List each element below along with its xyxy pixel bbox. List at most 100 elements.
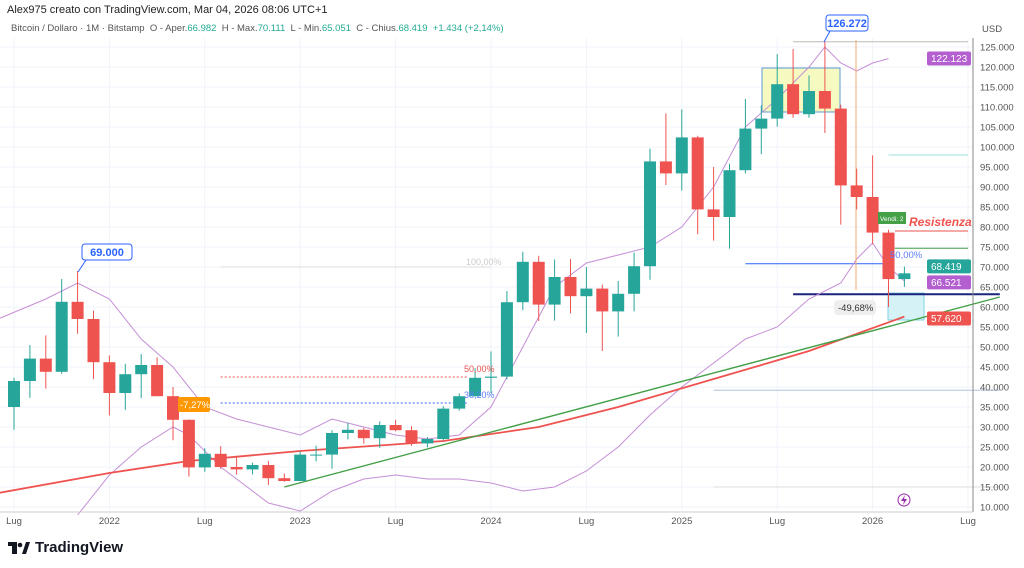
candle-body[interactable] — [532, 261, 545, 305]
candle-body[interactable] — [500, 302, 513, 377]
symbol-name[interactable]: Bitcoin / Dollaro · 1M · Bitstamp — [11, 23, 145, 34]
candle-body[interactable] — [882, 232, 895, 280]
candle-body[interactable] — [357, 429, 370, 439]
candle-body[interactable] — [8, 381, 20, 407]
support-trendline — [284, 296, 1000, 488]
candle-body[interactable] — [707, 209, 720, 217]
candle-body[interactable] — [294, 454, 307, 481]
low-value: 65.051 — [321, 23, 351, 34]
x-tick-label: Lug — [769, 516, 785, 527]
candle-body[interactable] — [167, 396, 179, 420]
candle-body[interactable] — [659, 161, 672, 174]
candle-body[interactable] — [214, 453, 227, 467]
candle-body[interactable] — [87, 319, 100, 363]
fib-50-label-2026: 50,00% — [890, 250, 923, 261]
candle-body[interactable] — [564, 277, 577, 297]
price-chart[interactable]: USD 10.000 15.000 20.000 25.000 30.000 35.000 4… — [0, 0, 1024, 530]
y-tick-label: 60.000 — [980, 303, 1009, 314]
candle-body[interactable] — [834, 108, 847, 186]
candle-body[interactable] — [803, 91, 815, 115]
tradingview-logo[interactable]: TradingView — [8, 539, 123, 556]
candle-body[interactable] — [787, 84, 800, 115]
y-tick-label: 50.000 — [980, 343, 1009, 354]
sell-signal-label: Vendi: 2 — [880, 216, 904, 223]
candle-body[interactable] — [310, 454, 323, 456]
candle-body[interactable] — [341, 429, 354, 433]
candle-body[interactable] — [71, 301, 84, 319]
candle-body[interactable] — [453, 396, 466, 409]
y-tick-label: 85.000 — [980, 203, 1009, 214]
candle-body[interactable] — [691, 137, 704, 210]
y-tick-label: 90.000 — [980, 183, 1009, 194]
target-zone-box — [887, 292, 925, 321]
y-tick-label: 10.000 — [980, 503, 1009, 514]
x-tick-label: 2026 — [862, 516, 883, 527]
candle-body[interactable] — [135, 365, 148, 375]
candle-body[interactable] — [246, 465, 259, 470]
callout-high_2025: 126.272 — [827, 18, 867, 30]
x-tick-label: Lug — [197, 516, 213, 527]
candle-body[interactable] — [612, 293, 625, 312]
candle-body[interactable] — [278, 478, 291, 481]
candle-body[interactable] — [230, 467, 243, 470]
candle-body[interactable] — [628, 266, 641, 294]
candle-body[interactable] — [866, 197, 879, 233]
y-tick-label: 30.000 — [980, 423, 1009, 434]
candle-body[interactable] — [596, 288, 609, 312]
candle-body[interactable] — [389, 425, 402, 431]
candle-body[interactable] — [548, 277, 561, 305]
price-label-last: 68.419 — [931, 262, 962, 273]
candle-body[interactable] — [675, 137, 688, 174]
price-label-bg — [927, 275, 971, 290]
low-label: L - Min. — [290, 23, 322, 34]
candle-body[interactable] — [151, 365, 164, 397]
y-tick-label: 80.000 — [980, 223, 1009, 234]
candle-body[interactable] — [755, 118, 768, 129]
candle-body[interactable] — [850, 185, 863, 197]
symbol-legend: Bitcoin / Dollaro · 1M · Bitstamp O - Ap… — [11, 23, 504, 34]
sell-signal-bg — [878, 212, 906, 224]
candle-body[interactable] — [516, 261, 529, 303]
chart-author-header: Alex975 creato con TradingView.com, Mar … — [7, 4, 328, 16]
x-tick-label: Lug — [578, 516, 594, 527]
candle-body[interactable] — [644, 161, 656, 267]
drop-percent-label: -7,27% — [180, 400, 211, 411]
y-tick-label: 65.000 — [980, 283, 1009, 294]
drawdown-label-bg — [834, 300, 876, 315]
candle-body[interactable] — [198, 453, 211, 468]
price-label-ma: 57.620 — [931, 314, 962, 325]
candle-body[interactable] — [739, 128, 752, 171]
candle-body[interactable] — [326, 433, 338, 455]
candle-body[interactable] — [39, 358, 52, 372]
candle-body[interactable] — [421, 439, 434, 444]
candle-body[interactable] — [23, 358, 36, 381]
x-tick-label: Lug — [388, 516, 404, 527]
candle-body[interactable] — [818, 91, 831, 109]
x-tick-label: Lug — [6, 516, 22, 527]
candle-body[interactable] — [405, 430, 418, 444]
candle-body[interactable] — [771, 84, 784, 119]
candle-body[interactable] — [580, 288, 593, 297]
candle-body[interactable] — [469, 377, 482, 397]
candle-body[interactable] — [373, 425, 386, 439]
high-value: 70.111 — [257, 23, 286, 34]
candle-body[interactable] — [119, 374, 132, 393]
candle-body[interactable] — [55, 301, 68, 372]
drawdown-label: -49,68% — [838, 303, 874, 314]
price-label-bg — [927, 51, 971, 66]
candle-body[interactable] — [182, 419, 195, 468]
y-tick-label: 125.000 — [980, 43, 1014, 54]
callout-pointer — [823, 30, 831, 43]
candle-body[interactable] — [437, 408, 450, 439]
candle-body[interactable] — [262, 465, 275, 479]
candle-body[interactable] — [485, 376, 497, 378]
y-tick-label: 105.000 — [980, 123, 1014, 134]
lightning-icon[interactable] — [897, 493, 911, 507]
candle-body[interactable] — [898, 273, 911, 280]
y-tick-label: 95.000 — [980, 163, 1009, 174]
candle-body[interactable] — [103, 362, 116, 393]
candle-body[interactable] — [723, 170, 736, 217]
x-tick-label: Lug — [960, 516, 976, 527]
callout-pointer — [77, 259, 87, 273]
x-tick-label: 2024 — [480, 516, 501, 527]
